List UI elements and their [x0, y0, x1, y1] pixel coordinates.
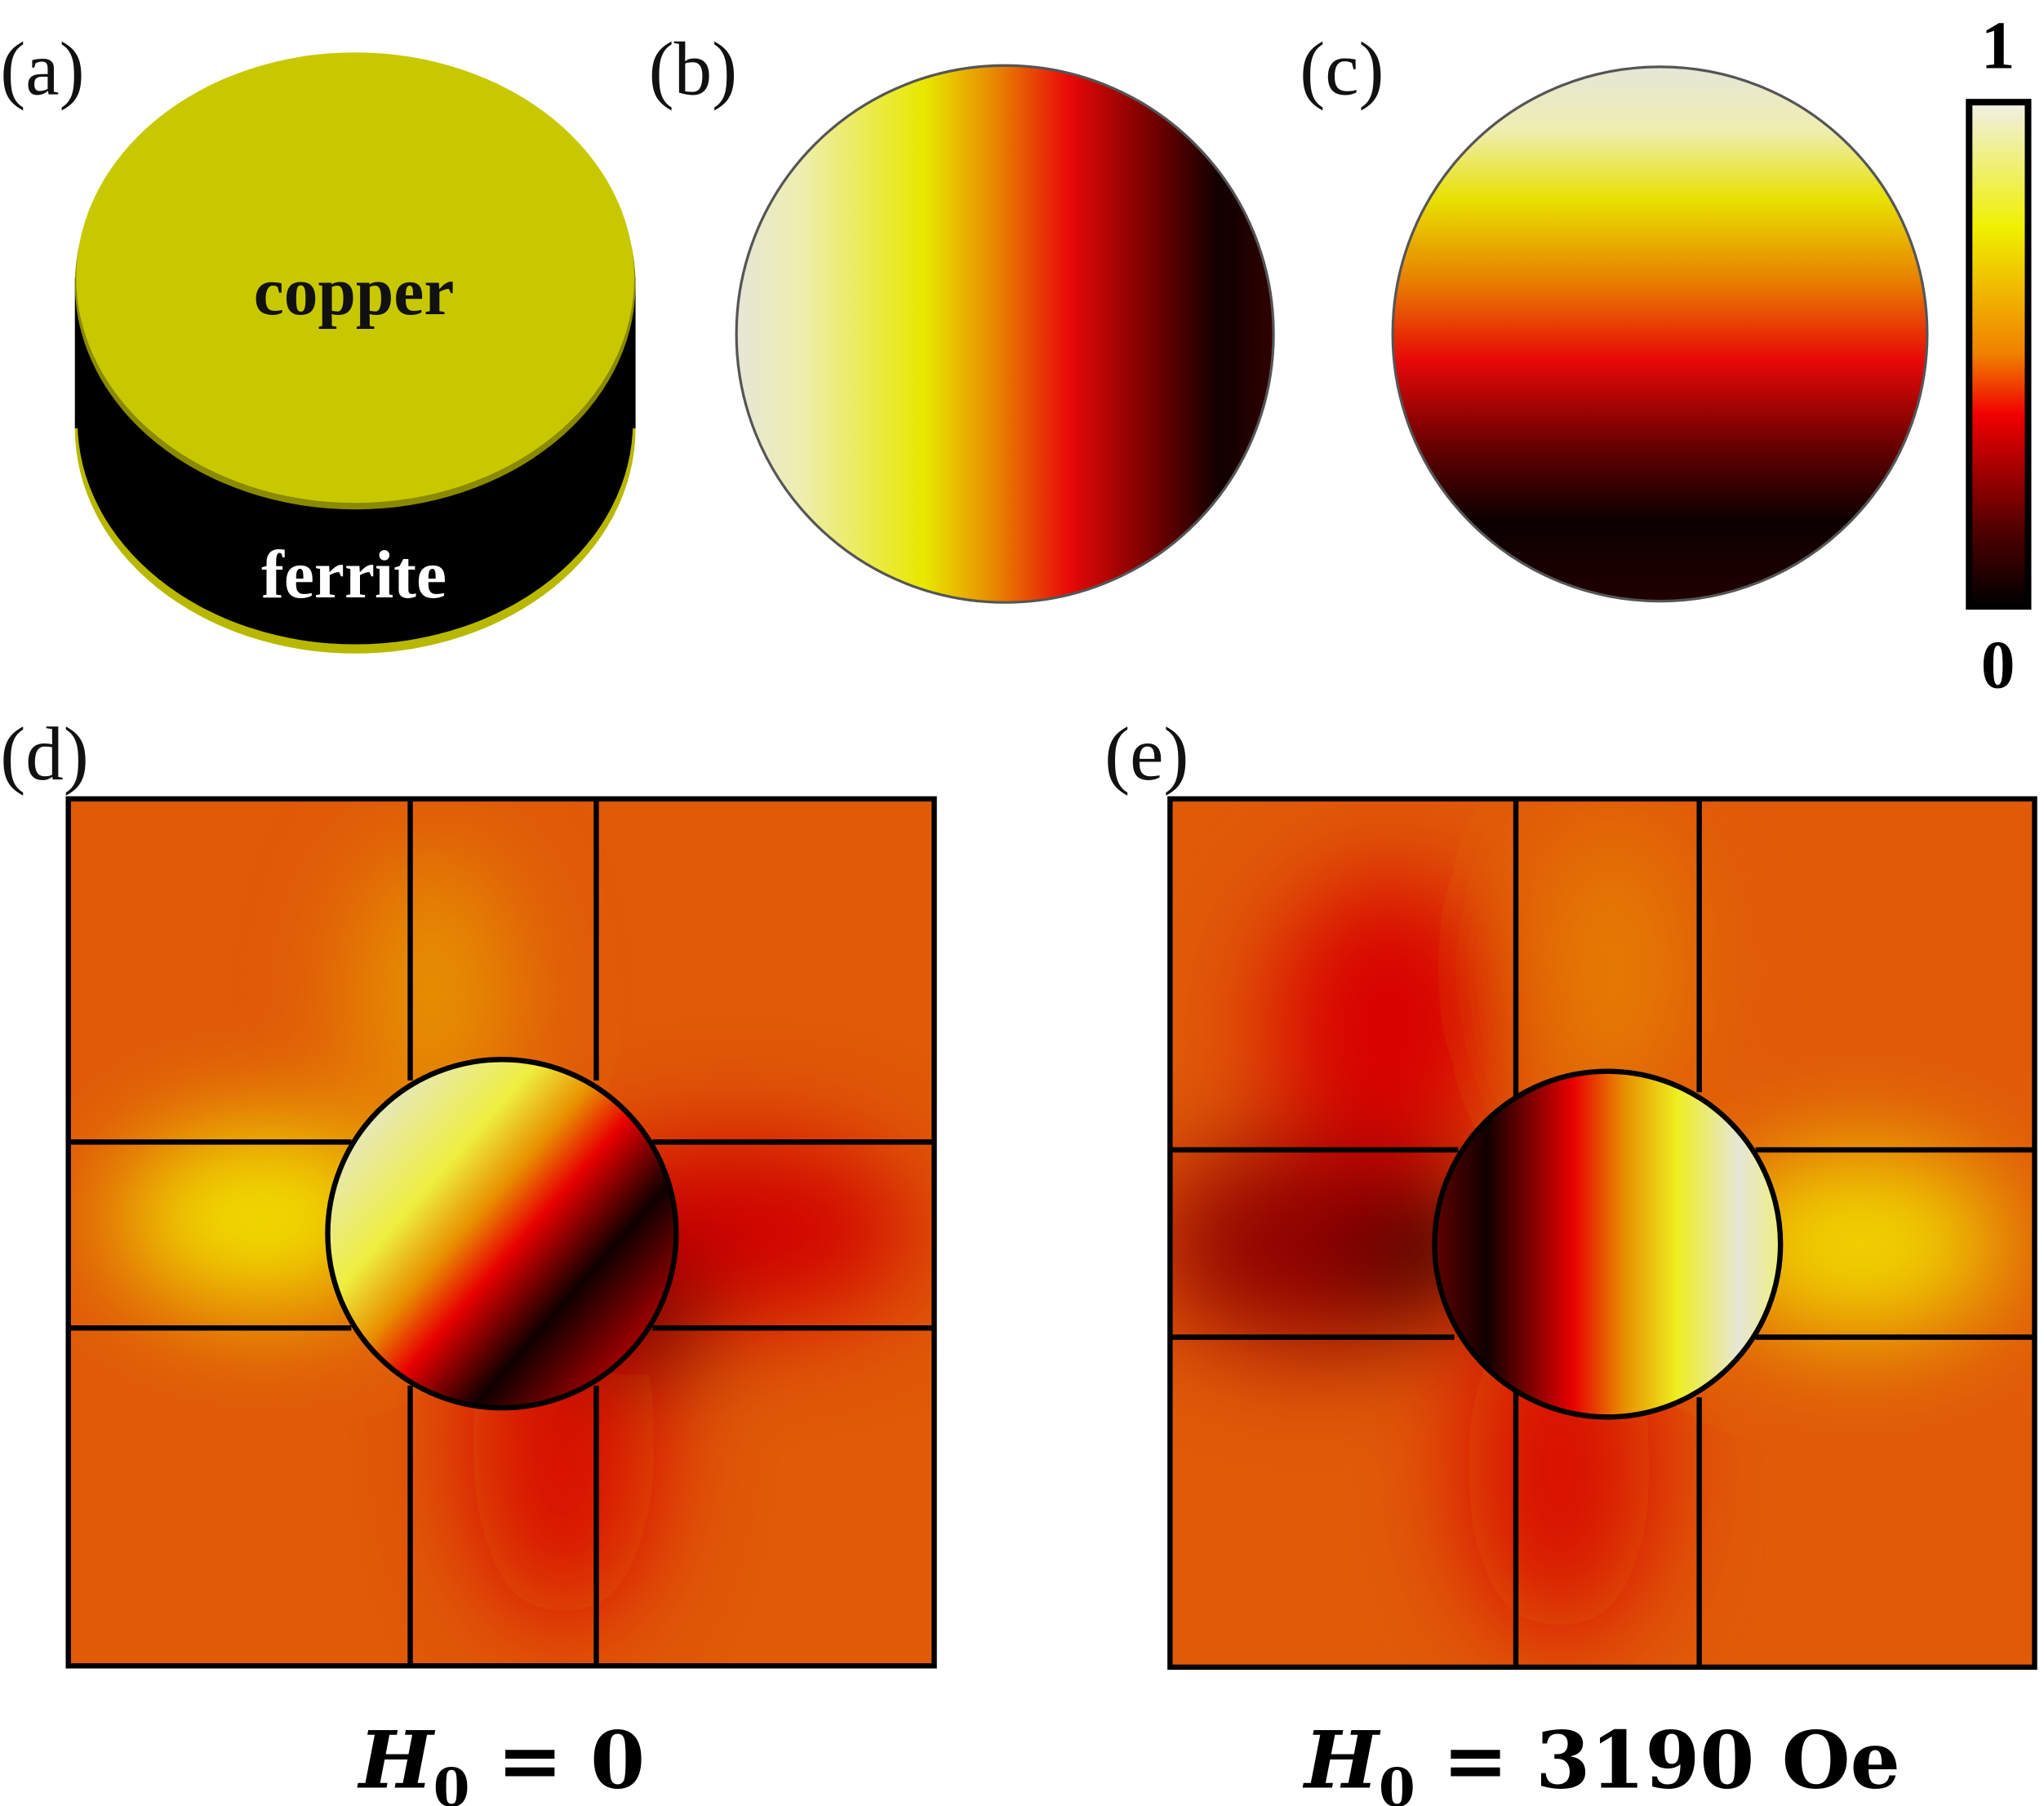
panel-label: (b) [649, 28, 738, 112]
shape [68, 798, 935, 1666]
shape [1545, 825, 1677, 1114]
caption-part: H [1302, 1715, 1381, 1806]
shape [1167, 796, 2037, 1671]
shape [65, 796, 937, 1669]
shape [1716, 1152, 2005, 1336]
field-map [1391, 65, 1929, 603]
material-label: copper [254, 255, 455, 330]
panel-label: (c) [1300, 28, 1384, 112]
shape [1170, 798, 2035, 1667]
material-label: ferrite [261, 538, 447, 613]
shape [76, 52, 634, 504]
shape [1270, 877, 1507, 1166]
colorbar [1966, 99, 2032, 610]
colorbar-label: 0 [1981, 628, 2015, 703]
caption-part: 0 [433, 1758, 470, 1806]
caption: H0 = 0 [357, 1715, 645, 1806]
caption-part: H [357, 1715, 436, 1806]
caption-part: = 3190 Oe [1415, 1715, 1900, 1806]
caption: H0 = 3190 Oe [1302, 1715, 1900, 1806]
panel-label: (a) [0, 28, 84, 112]
panel-label: (e) [1104, 712, 1189, 797]
cylinder: copper ferrite [74, 52, 636, 654]
caption-part: = 0 [469, 1715, 645, 1806]
field-map [735, 64, 1275, 604]
colorbar-label: 1 [1981, 8, 2015, 83]
shape [1432, 1068, 1784, 1420]
shape [325, 1057, 679, 1411]
caption-part: 0 [1379, 1758, 1415, 1806]
panel-label: (d) [0, 712, 89, 797]
